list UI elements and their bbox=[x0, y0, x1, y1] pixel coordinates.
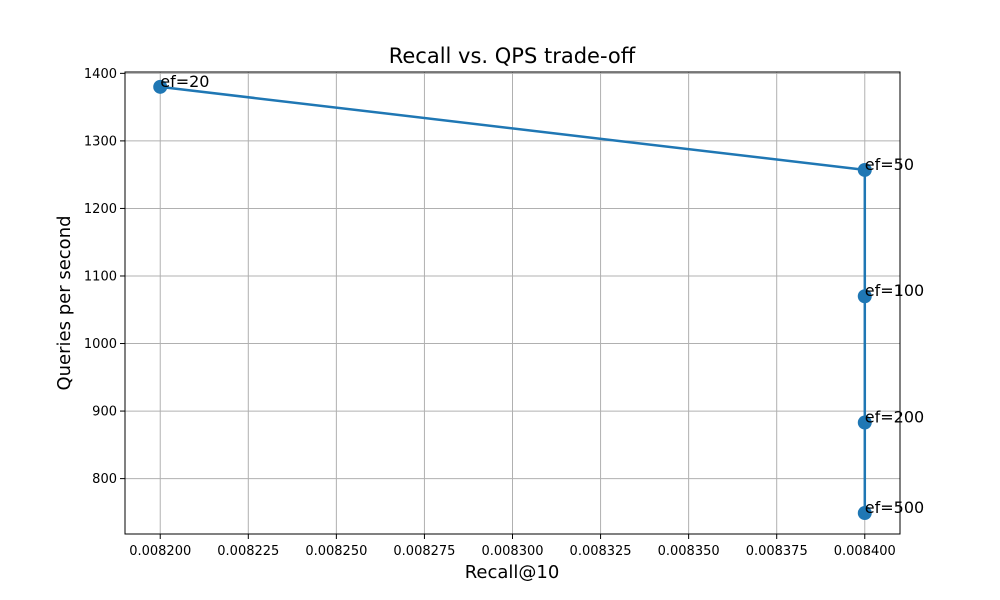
data-point bbox=[857, 162, 872, 177]
data-point bbox=[857, 289, 872, 304]
chart-title: Recall vs. QPS trade-off bbox=[389, 44, 636, 68]
y-axis-title: Queries per second bbox=[54, 215, 75, 390]
x-tick-label: 0.008225 bbox=[217, 544, 279, 559]
y-tick-label: 1300 bbox=[84, 134, 117, 149]
x-tick-label: 0.008300 bbox=[481, 544, 543, 559]
data-point bbox=[857, 415, 872, 430]
point-labels: ef=20 ef=50 ef=100 ef=200 ef=500 bbox=[160, 72, 924, 517]
point-label: ef=20 bbox=[160, 72, 209, 91]
x-axis-title: Recall@10 bbox=[465, 562, 560, 583]
x-tick-label: 0.008400 bbox=[834, 544, 896, 559]
point-label: ef=200 bbox=[865, 408, 924, 427]
series-layer bbox=[153, 79, 872, 521]
x-axis-ticks: 0.008200 0.008225 0.008250 0.008275 0.008300… bbox=[129, 534, 896, 559]
data-point bbox=[153, 79, 168, 94]
point-label: ef=50 bbox=[865, 155, 914, 174]
x-tick-label: 0.008350 bbox=[658, 544, 720, 559]
x-tick-label: 0.008325 bbox=[570, 544, 632, 559]
y-tick-label: 1200 bbox=[84, 202, 117, 217]
y-tick-label: 1000 bbox=[84, 337, 117, 352]
y-tick-label: 900 bbox=[92, 405, 117, 420]
y-axis-ticks: 800 900 1000 1100 1200 1300 1400 bbox=[84, 67, 125, 487]
y-tick-label: 800 bbox=[92, 472, 117, 487]
x-tick-label: 0.008250 bbox=[305, 544, 367, 559]
x-tick-label: 0.008275 bbox=[393, 544, 455, 559]
data-point bbox=[857, 506, 872, 521]
point-label: ef=500 bbox=[865, 498, 924, 517]
x-tick-label: 0.008375 bbox=[746, 544, 808, 559]
point-label: ef=100 bbox=[865, 281, 924, 300]
x-tick-label: 0.008200 bbox=[129, 544, 191, 559]
y-tick-label: 1100 bbox=[84, 269, 117, 284]
grid bbox=[125, 72, 900, 534]
y-tick-label: 1400 bbox=[84, 67, 117, 82]
